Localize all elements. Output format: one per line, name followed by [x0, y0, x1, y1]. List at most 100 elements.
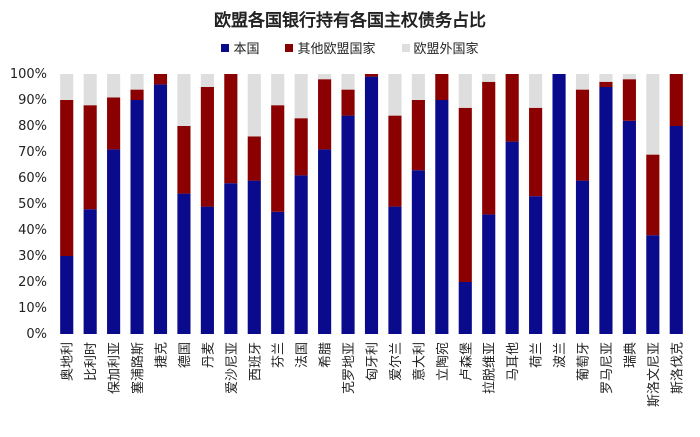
- x-category-label: 奥地利: [61, 342, 76, 381]
- x-category-label: 荷兰: [530, 342, 545, 368]
- x-category-label: 西班牙: [248, 342, 263, 381]
- bar-segment-non-eu: [482, 74, 496, 82]
- legend-label-other-eu: 其他欧盟国家: [297, 42, 376, 57]
- legend-swatch-other-eu: [285, 43, 294, 52]
- bar-segment-other-eu: [130, 89, 144, 100]
- y-tick-label: 80%: [18, 119, 47, 134]
- y-tick-label: 90%: [18, 93, 47, 108]
- bar-segment-other-eu: [575, 89, 590, 181]
- y-tick-label: 40%: [18, 223, 47, 238]
- bar-segment-domestic: [200, 206, 214, 334]
- bar-segment-domestic: [482, 214, 496, 334]
- x-category-label: 克罗地亚: [342, 342, 357, 394]
- bar-segment-other-eu: [599, 81, 613, 87]
- bar-segment-other-eu: [153, 74, 168, 85]
- bar-segment-other-eu: [224, 74, 238, 184]
- bar-segment-non-eu: [177, 74, 191, 126]
- bar-segment-domestic: [318, 149, 332, 334]
- bar-segment-domestic: [341, 115, 355, 334]
- bar-segment-domestic: [622, 120, 636, 334]
- bar-segment-non-eu: [130, 74, 144, 90]
- bar-segment-non-eu: [200, 74, 214, 87]
- bar-segment-other-eu: [364, 74, 379, 77]
- bar-segment-other-eu: [458, 107, 472, 282]
- bar-segment-other-eu: [177, 126, 191, 194]
- bar-segment-other-eu: [435, 74, 449, 100]
- bar-segment-domestic: [669, 126, 683, 334]
- y-tick-label: 100%: [10, 67, 47, 82]
- bar-segment-domestic: [364, 76, 379, 334]
- bar-segment-other-eu: [200, 87, 214, 207]
- bar-segment-non-eu: [341, 74, 355, 90]
- legend: 本国 其他欧盟国家 欧盟外国家: [0, 38, 700, 57]
- x-category-label: 波兰: [553, 342, 568, 368]
- bar-segment-non-eu: [646, 74, 660, 155]
- x-category-label: 拉脱维亚: [483, 342, 498, 394]
- x-category-label: 马耳他: [506, 342, 521, 381]
- bar-segment-domestic: [294, 175, 308, 334]
- bar-segment-domestic: [552, 74, 566, 334]
- legend-label-domestic: 本国: [233, 42, 260, 57]
- bar-segment-domestic: [435, 100, 449, 334]
- x-category-label: 法国: [295, 342, 310, 368]
- bar-segment-non-eu: [107, 74, 121, 98]
- y-tick-label: 30%: [18, 249, 47, 264]
- legend-swatch-domestic: [221, 43, 230, 52]
- bar-segment-non-eu: [83, 74, 97, 106]
- bar-segment-other-eu: [247, 136, 261, 181]
- bar-segment-other-eu: [107, 97, 121, 150]
- x-category-label: 葡萄牙: [577, 342, 592, 381]
- bar-segment-other-eu: [83, 105, 97, 210]
- bar-segment-other-eu: [646, 154, 660, 236]
- bar-segment-non-eu: [60, 74, 74, 100]
- y-tick-label: 0%: [26, 327, 47, 342]
- bar-segment-domestic: [271, 211, 285, 334]
- bar-segment-domestic: [599, 87, 613, 334]
- x-category-label: 比利时: [84, 342, 99, 381]
- bar-segment-domestic: [177, 193, 191, 334]
- bar-segment-other-eu: [411, 100, 425, 171]
- bar-segment-other-eu: [622, 79, 636, 121]
- x-category-label: 希腊: [319, 342, 334, 368]
- bar-segment-non-eu: [622, 74, 636, 80]
- bar-segment-domestic: [60, 256, 74, 334]
- bar-segment-domestic: [388, 206, 402, 334]
- chart-title: 欧盟各国银行持有各国主权债务占比: [214, 11, 486, 31]
- bar-segment-domestic: [83, 209, 97, 334]
- x-category-label: 德国: [178, 342, 193, 368]
- bar-segment-non-eu: [575, 74, 590, 90]
- x-category-label: 斯洛伐克: [670, 342, 685, 394]
- x-category-label: 保加利亚: [108, 342, 123, 394]
- bar-segment-non-eu: [599, 74, 613, 82]
- x-category-label: 立陶宛: [435, 342, 451, 381]
- bar-segment-non-eu: [318, 74, 332, 80]
- y-tick-label: 60%: [18, 171, 47, 186]
- bar-segment-domestic: [224, 183, 238, 334]
- bar-segment-non-eu: [529, 74, 543, 108]
- bar-segment-other-eu: [529, 107, 543, 197]
- bar-segment-non-eu: [247, 74, 261, 137]
- x-category-label: 丹麦: [201, 342, 216, 368]
- bar-segment-other-eu: [60, 100, 74, 256]
- bar-segment-domestic: [646, 235, 660, 334]
- x-category-label: 卢森堡: [458, 342, 474, 381]
- bar-segment-other-eu: [505, 74, 519, 142]
- bar-segment-domestic: [107, 149, 121, 334]
- bar-segment-other-eu: [318, 79, 332, 150]
- x-category-label: 爱沙尼亚: [225, 342, 240, 394]
- bar-segment-non-eu: [271, 74, 285, 106]
- bar-segment-domestic: [529, 196, 543, 334]
- legend-swatch-non-eu: [401, 43, 410, 52]
- bar-segment-domestic: [458, 282, 472, 334]
- legend-item-other-eu: 其他欧盟国家: [285, 38, 376, 57]
- x-category-label: 瑞典: [623, 342, 638, 368]
- legend-label-non-eu: 欧盟外国家: [413, 42, 479, 57]
- bar-segment-other-eu: [271, 105, 285, 212]
- y-tick-label: 10%: [18, 301, 47, 316]
- x-category-label: 塞浦路斯: [130, 342, 146, 394]
- bar-segment-domestic: [130, 100, 144, 334]
- bar-segment-non-eu: [388, 74, 402, 116]
- bar-segment-other-eu: [388, 115, 402, 207]
